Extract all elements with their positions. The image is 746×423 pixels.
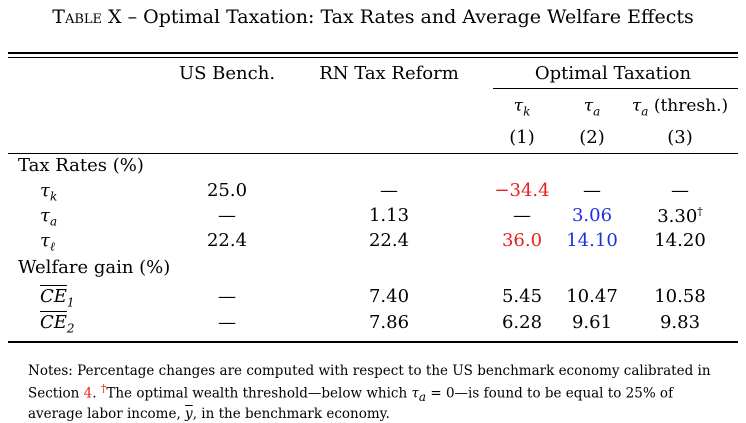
cell: 1.13 [368, 205, 410, 226]
colnum-2: (2) [579, 127, 605, 148]
row-label-tau-l: τℓ [40, 230, 55, 254]
cell: 6.28 [501, 312, 543, 333]
cell: — [671, 180, 689, 201]
cell: 7.86 [368, 312, 410, 333]
cell: — [218, 205, 236, 226]
cell: 22.4 [368, 230, 410, 251]
row-label-ce1: CE1 [40, 286, 75, 310]
table-number: Table X [52, 6, 122, 28]
bottom-rule [8, 341, 738, 343]
table-notes: Notes: Percentage changes are computed w… [28, 363, 711, 423]
cell: −34.4 [494, 180, 550, 201]
cell: — [218, 286, 236, 307]
section-link[interactable]: 4 [83, 385, 93, 402]
subcol-3: τa (thresh.) [631, 96, 729, 119]
cell: 9.83 [659, 312, 701, 333]
cell: 25.0 [206, 180, 248, 201]
cell: 22.4 [206, 230, 248, 251]
cell: 14.20 [654, 230, 706, 251]
cell: — [380, 180, 398, 201]
header-rule [8, 153, 738, 154]
subcol-2: τa [583, 96, 601, 119]
section-tax-rates: Tax Rates (%) [18, 155, 144, 176]
title-dash: – [127, 6, 144, 28]
cell: 10.58 [654, 286, 706, 307]
cell: 3.06 [571, 205, 613, 226]
cell: 5.45 [501, 286, 543, 307]
cell: — [583, 180, 601, 201]
cell: 9.61 [571, 312, 613, 333]
subcol-1: τk [513, 96, 531, 119]
row-label-tau-k: τk [40, 180, 58, 204]
col-optimal: Optimal Taxation [534, 63, 692, 84]
cell: 7.40 [368, 286, 410, 307]
top-rule [8, 52, 738, 54]
colnum-3: (3) [667, 127, 693, 148]
cell: 36.0 [501, 230, 543, 251]
col-rn-reform: RN Tax Reform [319, 63, 459, 84]
title-text: Optimal Taxation: Tax Rates and Average … [143, 6, 694, 28]
cell: — [513, 205, 531, 226]
row-label-ce2: CE2 [40, 312, 75, 336]
cell: 10.47 [566, 286, 618, 307]
table-title: Table X – Optimal Taxation: Tax Rates an… [0, 6, 746, 28]
cell: 3.30† [657, 205, 703, 227]
optimal-underline [493, 88, 738, 89]
colnum-1: (1) [509, 127, 535, 148]
cell: 14.10 [566, 230, 618, 251]
top-rule-thin [8, 57, 738, 58]
row-label-tau-a: τa [40, 205, 58, 229]
section-welfare: Welfare gain (%) [18, 257, 171, 278]
col-us-bench: US Bench. [178, 63, 276, 84]
cell: — [218, 312, 236, 333]
